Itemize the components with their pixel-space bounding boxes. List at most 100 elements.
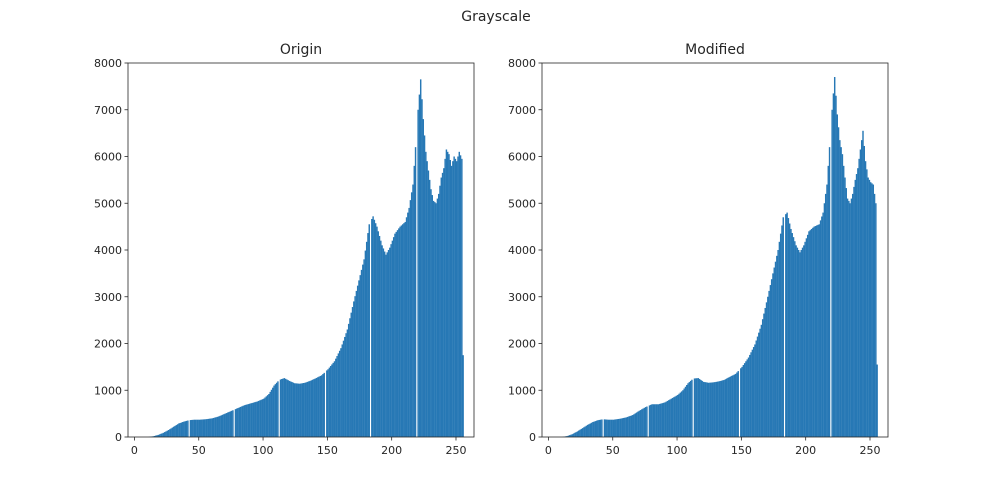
histogram-bar — [350, 312, 352, 437]
histogram-bar — [446, 151, 449, 437]
histogram-bar — [368, 224, 370, 437]
histogram-bar — [263, 398, 265, 437]
histogram-bar — [327, 369, 329, 437]
histogram-bar — [211, 418, 214, 437]
histogram-bar — [795, 245, 797, 437]
histogram-bar — [660, 403, 662, 437]
histogram-bar — [695, 378, 697, 437]
histogram-bar — [422, 119, 424, 437]
histogram-bar — [788, 223, 791, 437]
histogram-bar — [317, 377, 319, 437]
histogram-bar — [590, 422, 593, 437]
histogram-bar — [742, 365, 745, 437]
histogram-bar — [400, 225, 403, 437]
histogram-bar — [731, 375, 733, 437]
histogram-bar — [614, 419, 616, 437]
histogram-bar — [674, 396, 676, 437]
histogram-bar — [243, 405, 246, 437]
histogram-bar — [313, 379, 315, 437]
histogram-bar — [252, 402, 255, 437]
histogram-bar — [737, 371, 739, 437]
histogram-bar — [421, 99, 423, 437]
histogram-bar — [176, 424, 179, 437]
histogram-bar — [641, 409, 643, 437]
histogram-bar — [678, 393, 680, 437]
histogram-bar — [200, 419, 202, 437]
histogram-bar — [791, 233, 793, 437]
histogram-bar — [329, 366, 332, 437]
histogram-bar — [729, 376, 732, 437]
histogram-bar — [575, 432, 577, 437]
histogram-bar — [683, 388, 685, 437]
histogram-bar — [372, 216, 374, 437]
histogram-bar — [341, 344, 343, 437]
histogram-bar — [707, 382, 710, 437]
x-tick-label: 0 — [131, 444, 138, 457]
histogram-bar — [597, 420, 599, 437]
x-tick-label: 100 — [667, 444, 688, 457]
chart-title: Origin — [280, 42, 322, 58]
histogram-bar — [261, 399, 264, 437]
histogram-bar — [284, 378, 287, 437]
histogram-bar — [322, 374, 324, 437]
histogram-bar — [214, 417, 216, 437]
histogram-bar — [801, 247, 804, 437]
histogram-bar — [760, 324, 763, 437]
histogram-bar — [268, 393, 270, 437]
histogram-bar — [828, 147, 831, 437]
histogram-bar — [391, 240, 394, 437]
histogram-bar — [734, 373, 737, 437]
histogram-bar — [871, 183, 873, 437]
histogram-bar — [453, 156, 455, 437]
histogram-bar — [444, 158, 446, 437]
histogram-bar — [425, 151, 427, 437]
histogram-bar — [219, 415, 221, 437]
histogram-bar — [169, 429, 171, 437]
histogram-bar — [809, 230, 811, 437]
histogram-bar — [846, 198, 849, 437]
histogram-bar — [175, 425, 178, 437]
histogram-bar — [318, 376, 320, 437]
histogram-bar — [781, 225, 783, 437]
histogram-bar — [220, 415, 223, 437]
histogram-bar — [390, 244, 392, 437]
histogram-bar — [630, 415, 633, 437]
histogram-bar — [800, 250, 802, 437]
histogram-bar — [873, 193, 876, 437]
histogram-bar — [227, 412, 229, 437]
histogram-bar — [184, 421, 187, 437]
histogram-bar — [296, 383, 298, 437]
histogram-bar — [237, 408, 239, 437]
histogram-bar — [189, 420, 192, 437]
histogram-bar — [643, 407, 646, 437]
histogram-bar — [680, 391, 683, 437]
histogram-bar — [236, 408, 238, 437]
histogram-bar — [842, 165, 845, 437]
histogram-bar — [845, 188, 847, 437]
histogram-bar — [864, 161, 867, 437]
x-tick-label: 0 — [545, 444, 552, 457]
histogram-bar — [818, 224, 820, 437]
histogram-bar — [650, 404, 652, 437]
figure-title: Grayscale — [461, 9, 531, 25]
histogram-bar — [302, 383, 305, 437]
histogram-bar — [174, 425, 176, 437]
histogram-bar — [718, 381, 720, 437]
histogram-bar — [859, 149, 862, 438]
histogram-bar — [624, 417, 626, 437]
histogram-bar — [569, 435, 571, 437]
histogram-bar — [603, 419, 606, 437]
histogram-bar — [251, 402, 253, 437]
histogram-bar — [657, 404, 660, 437]
histogram-bar — [171, 427, 174, 437]
histogram-bar — [571, 434, 574, 437]
histogram-bar — [207, 418, 210, 437]
histogram-bar — [814, 226, 817, 437]
histogram-bar — [619, 418, 621, 437]
histogram-bar — [810, 228, 813, 437]
histogram-bar — [304, 382, 306, 437]
histogram-bar — [587, 424, 589, 437]
histogram-bar — [157, 434, 160, 437]
histogram-bar — [309, 380, 311, 437]
